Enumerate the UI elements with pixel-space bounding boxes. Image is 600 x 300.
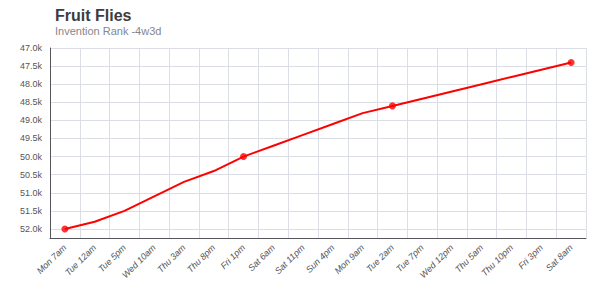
svg-text:Mon 7am: Mon 7am <box>34 242 69 276</box>
svg-text:Wed 10am: Wed 10am <box>120 242 158 280</box>
svg-text:Mon 9am: Mon 9am <box>333 242 367 276</box>
svg-text:Sat 8am: Sat 8am <box>544 242 575 273</box>
svg-text:51.0k: 51.0k <box>20 188 43 198</box>
svg-text:48.0k: 48.0k <box>20 79 43 89</box>
svg-text:Sat 6am: Sat 6am <box>246 242 277 274</box>
svg-text:Wed 12pm: Wed 12pm <box>418 242 456 280</box>
svg-text:Fruit Flies: Fruit Flies <box>55 7 132 24</box>
svg-text:Fri 3pm: Fri 3pm <box>516 242 545 271</box>
svg-text:Sun 4pm: Sun 4pm <box>304 242 337 275</box>
svg-text:52.0k: 52.0k <box>20 224 43 234</box>
svg-text:Tue 2am: Tue 2am <box>364 242 396 274</box>
svg-text:49.0k: 49.0k <box>20 115 43 125</box>
svg-text:50.5k: 50.5k <box>20 170 43 180</box>
svg-text:Invention Rank -4w3d: Invention Rank -4w3d <box>55 25 161 37</box>
svg-text:Thu 5am: Thu 5am <box>453 242 486 275</box>
svg-text:50.0k: 50.0k <box>20 152 43 162</box>
svg-text:Tue 7pm: Tue 7pm <box>394 242 426 275</box>
svg-text:49.5k: 49.5k <box>20 133 43 143</box>
svg-text:Tue 5pm: Tue 5pm <box>96 242 128 275</box>
svg-text:Thu 8pm: Thu 8pm <box>185 242 218 275</box>
svg-text:Thu 10pm: Thu 10pm <box>479 242 515 278</box>
svg-text:47.0k: 47.0k <box>20 43 43 53</box>
svg-text:Tue 12am: Tue 12am <box>63 242 99 278</box>
svg-text:Sat 11pm: Sat 11pm <box>273 242 307 276</box>
svg-text:Thu 3am: Thu 3am <box>155 242 188 275</box>
svg-text:47.5k: 47.5k <box>20 61 43 71</box>
svg-text:Fri 1pm: Fri 1pm <box>218 242 247 271</box>
svg-text:51.5k: 51.5k <box>20 206 43 216</box>
svg-text:48.5k: 48.5k <box>20 97 43 107</box>
